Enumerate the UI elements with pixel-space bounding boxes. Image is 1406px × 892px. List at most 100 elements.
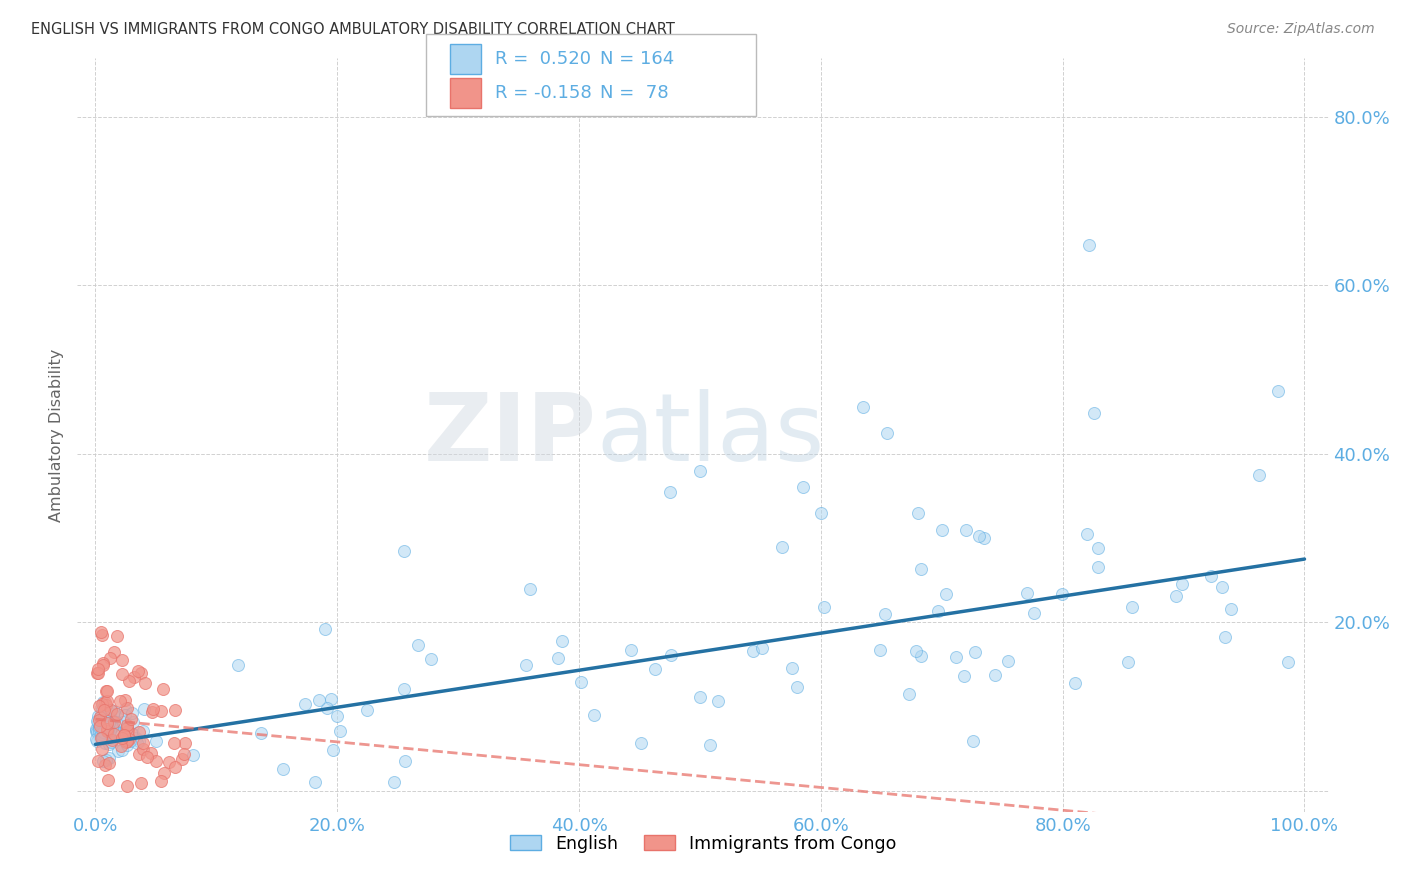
Point	[308, 692, 330, 706]
Point	[103, 645, 125, 659]
Point	[96, 715, 118, 730]
Point	[1050, 587, 1073, 601]
Point	[93, 709, 115, 723]
Point	[145, 755, 167, 769]
Point	[751, 640, 773, 655]
Point	[96, 683, 118, 698]
Point	[111, 653, 134, 667]
Point	[101, 719, 124, 733]
Point	[89, 718, 111, 732]
Point	[571, 675, 593, 690]
Point	[84, 731, 107, 746]
Point	[910, 649, 932, 664]
Point	[1087, 560, 1109, 574]
Point	[658, 484, 681, 499]
Point	[159, 755, 181, 769]
Point	[135, 750, 157, 764]
Point	[132, 702, 155, 716]
Point	[89, 713, 111, 727]
Point	[356, 702, 378, 716]
Point	[91, 713, 114, 727]
Point	[689, 690, 711, 705]
Point	[93, 703, 115, 717]
Point	[96, 694, 118, 708]
Point	[115, 738, 138, 752]
Point	[128, 747, 150, 762]
Point	[150, 774, 173, 789]
Point	[93, 723, 115, 737]
Point	[875, 607, 897, 622]
Point	[983, 667, 1005, 681]
Point	[94, 695, 117, 709]
Point	[91, 731, 114, 746]
Point	[128, 725, 150, 739]
Point	[122, 670, 145, 684]
Point	[792, 481, 814, 495]
Point	[226, 657, 249, 672]
Point	[129, 776, 152, 790]
Point	[905, 644, 928, 658]
Point	[1247, 467, 1270, 482]
Point	[112, 728, 135, 742]
Point	[93, 725, 115, 739]
Point	[115, 700, 138, 714]
Point	[114, 702, 136, 716]
Point	[114, 707, 136, 722]
Point	[98, 651, 121, 665]
Point	[181, 748, 204, 763]
Point	[91, 705, 114, 719]
Point	[93, 728, 115, 742]
Text: atlas: atlas	[596, 389, 825, 481]
Point	[314, 622, 336, 636]
Point	[770, 540, 793, 554]
Point	[91, 657, 114, 672]
Point	[118, 734, 141, 748]
Point	[114, 692, 136, 706]
Point	[813, 600, 835, 615]
Text: N = 164: N = 164	[600, 50, 675, 68]
Point	[935, 587, 957, 601]
Point	[876, 425, 898, 440]
Point	[111, 666, 134, 681]
Point	[97, 722, 120, 736]
Point	[96, 724, 118, 739]
Point	[100, 713, 122, 727]
Point	[120, 726, 142, 740]
Point	[103, 715, 125, 730]
Point	[89, 729, 111, 743]
Point	[87, 665, 110, 680]
Point	[105, 706, 128, 721]
Y-axis label: Ambulatory Disability: Ambulatory Disability	[49, 348, 65, 522]
Point	[1213, 630, 1236, 644]
Point	[97, 756, 120, 770]
Point	[1015, 586, 1038, 600]
Point	[952, 669, 974, 683]
Point	[91, 731, 114, 746]
Point	[112, 728, 135, 742]
Point	[94, 758, 117, 772]
Point	[115, 731, 138, 746]
Point	[86, 724, 108, 739]
Point	[1116, 655, 1139, 669]
Point	[271, 762, 294, 776]
Point	[551, 634, 574, 648]
Point	[118, 731, 141, 746]
Point	[107, 743, 129, 757]
Point	[898, 687, 921, 701]
Point	[97, 773, 120, 788]
Point	[165, 760, 187, 774]
Point	[955, 523, 977, 537]
Point	[120, 712, 142, 726]
Point	[87, 708, 110, 723]
Point	[94, 698, 117, 713]
Point	[117, 731, 139, 746]
Point	[163, 736, 186, 750]
Point	[1220, 602, 1243, 616]
Point	[132, 742, 155, 756]
Point	[810, 506, 832, 520]
Text: R =  0.520: R = 0.520	[495, 50, 591, 68]
Point	[103, 727, 125, 741]
Point	[394, 754, 416, 768]
Point	[170, 751, 193, 765]
Point	[115, 723, 138, 737]
